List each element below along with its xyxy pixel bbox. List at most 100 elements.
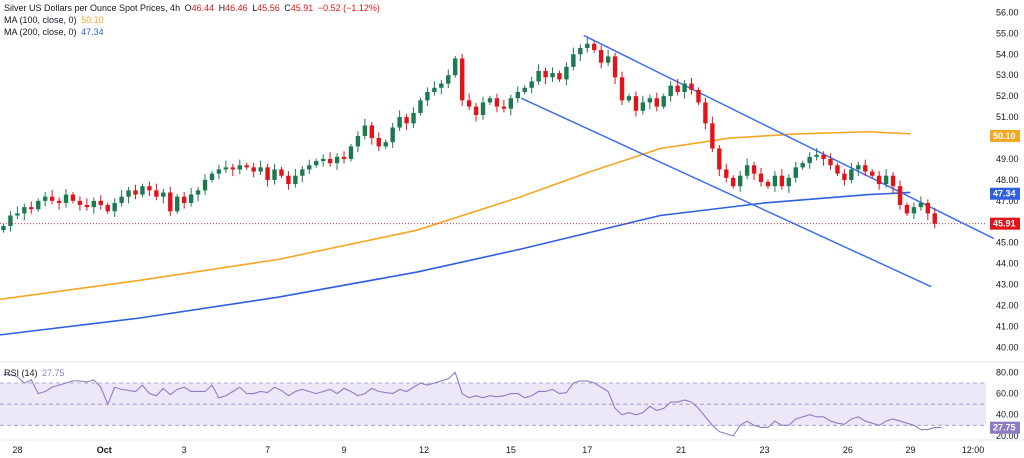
candle-body [578,47,583,55]
candle-body [480,102,486,115]
symbol-title: Silver US Dollars per Ounce Spot Prices,… [4,3,181,13]
candle [564,62,569,86]
candle [772,171,778,192]
candle [779,169,785,190]
candle-body [1,225,6,231]
ma200-legend[interactable]: MA (200, close, 0) 47.34 [4,27,104,37]
candle-body [661,96,666,107]
candle [543,67,548,84]
candle [466,93,472,111]
time-tick-label: 12 [419,445,429,455]
candle-body [22,207,27,214]
candle [744,158,750,180]
candle-body [522,87,527,92]
candle-body [341,156,347,159]
candle [710,116,715,153]
candle-body [161,192,166,197]
candle-body [842,173,847,180]
candle [119,189,124,207]
candle [320,154,326,167]
candle-body [703,102,708,124]
candle [307,159,312,175]
candle-body [564,66,569,80]
candle-body [932,213,937,224]
candle-body [619,77,625,101]
candle [355,131,361,153]
candle [494,93,500,113]
candle-body [376,138,381,147]
candle [515,86,520,103]
rsi-value: 27.75 [42,368,65,378]
candle-body [543,71,548,78]
symbol-legend[interactable]: Silver US Dollars per Ounce Spot Prices,… [4,3,380,13]
candle-body [626,96,632,101]
ma100-legend[interactable]: MA (100, close, 0) 50.10 [4,15,104,25]
candle [1,223,6,233]
candle-body [362,125,368,136]
candle-body [369,125,375,139]
candle [29,201,34,214]
candle-body [633,96,639,111]
price-tick-label: 42.00 [996,301,1019,311]
candle [453,55,458,78]
candle-body [793,167,798,178]
candle [876,171,882,190]
rsi-legend[interactable]: RSI (14) 27.75 [4,368,65,378]
candle-body [42,196,48,201]
ma200-tag [990,187,1020,200]
candle [473,103,479,122]
ma100-tag-text: 50.10 [993,131,1016,141]
candle [223,160,229,173]
candle [682,80,687,99]
candle-body [223,167,229,170]
candle [578,44,583,61]
candle-body [724,169,729,178]
candle [362,118,368,140]
candle [168,186,173,216]
candle-body [717,148,722,170]
candle [446,69,451,89]
ma200-value: 47.34 [81,27,104,37]
candle [8,210,13,232]
candle [585,38,590,53]
time-axis[interactable]: 28 Oct 3 7 9 12 15 17 21 23 26 29 12:00 [12,445,984,455]
candle [425,87,430,106]
candle [161,188,166,204]
candle [439,80,444,95]
price-axis[interactable]: 56.0055.0054.0053.0052.0051.0050.0049.00… [990,7,1020,441]
candle [383,139,388,149]
last-price-tag-text: 45.91 [993,219,1016,229]
candle-body [557,73,562,80]
candle [870,169,875,179]
candle-body [119,196,124,203]
candle-body [758,173,764,182]
price-tick-label: 51.00 [996,112,1019,122]
candle-body [536,71,541,82]
candle [480,96,486,120]
candle-body [453,58,458,76]
candle [279,166,284,179]
candle [696,87,701,105]
ma200-line [0,191,911,336]
channel-upper-line [583,34,995,240]
candle-body [800,163,805,168]
candle-body [647,98,653,103]
candle [932,207,937,229]
candle-body [890,175,896,187]
candle-body [112,202,117,212]
candle-body [314,161,319,166]
rsi-value-tag [990,421,1020,434]
ma100-label: MA (100, close, 0) [4,15,77,25]
candle [49,189,55,205]
candle-body [216,169,222,174]
candle-body [883,175,889,185]
candle-body [529,81,534,88]
candle [140,183,145,198]
price-tick-label: 49.00 [996,154,1019,164]
candle-body [237,165,242,170]
candle-body [911,207,917,214]
candle [334,153,340,170]
candle [925,199,931,221]
candle-body [835,165,840,174]
